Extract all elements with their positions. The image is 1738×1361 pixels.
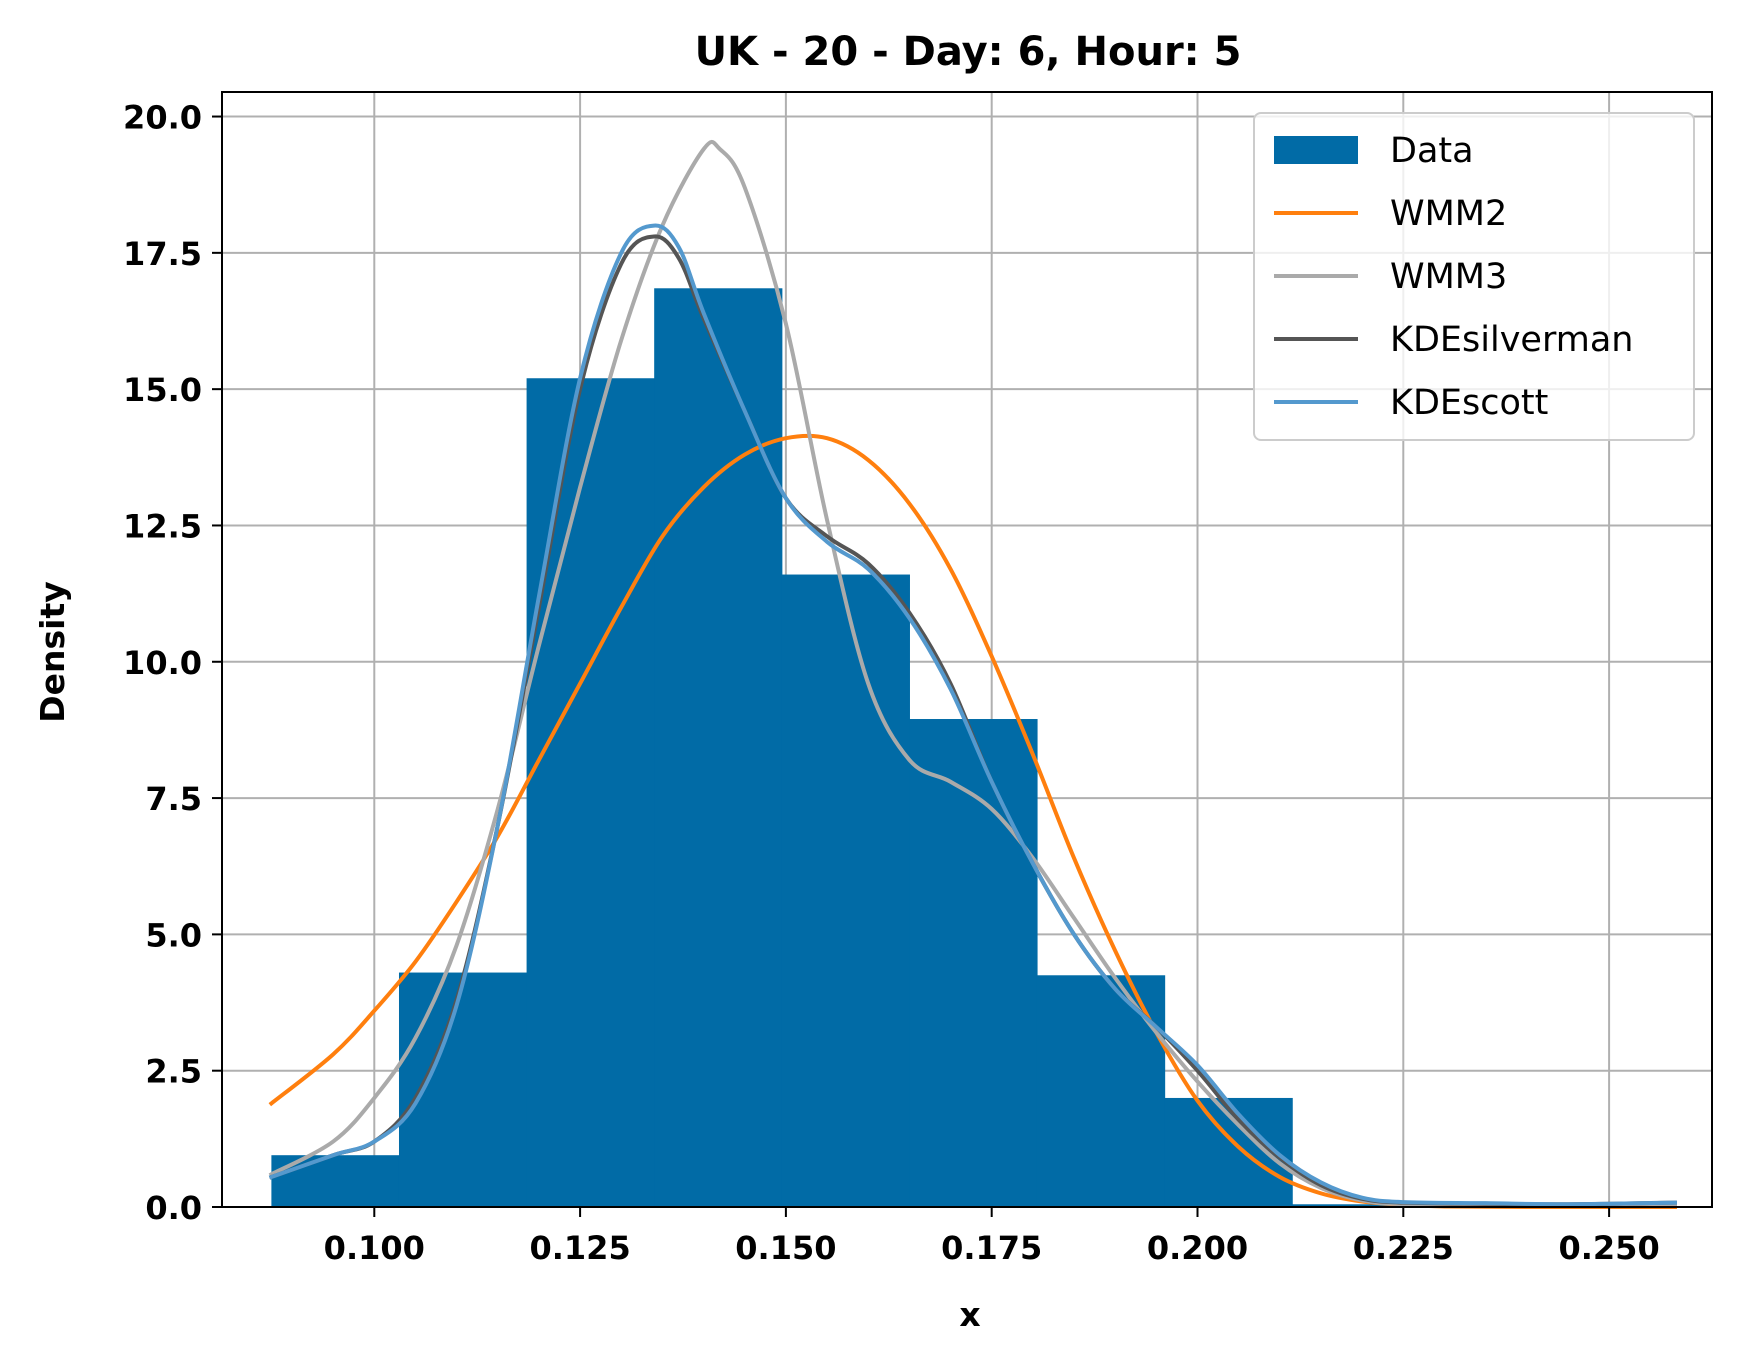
y-tick-label-5: 12.5 [123, 507, 202, 545]
y-tick-label-2: 5.0 [145, 916, 202, 954]
histogram-bar-5 [909, 719, 1038, 1207]
y-tick-label-0: 0.0 [145, 1189, 202, 1227]
y-tick-label-6: 15.0 [123, 371, 202, 409]
y-tick-label-1: 2.5 [145, 1053, 202, 1091]
x-tick-label-3: 0.175 [941, 1229, 1042, 1267]
legend-label-wmm2: WMM2 [1390, 194, 1507, 234]
legend-label-kdescott: KDEscott [1390, 383, 1548, 423]
x-axis-ticks: 0.100 0.125 0.150 0.175 0.200 0.225 0.250 [324, 1207, 1660, 1267]
y-axis-ticks: 0.0 2.5 5.0 7.5 10.0 12.5 15.0 17.5 20.0 [123, 99, 222, 1227]
x-tick-label-6: 0.250 [1558, 1229, 1659, 1267]
histogram-bar-4 [781, 574, 910, 1207]
legend-label-wmm3: WMM3 [1390, 257, 1507, 297]
y-axis-label: Density [33, 581, 72, 723]
x-tick-label-5: 0.225 [1353, 1229, 1454, 1267]
series-line-wmm3 [268, 139, 1677, 1209]
y-tick-label-8: 20.0 [123, 99, 202, 137]
y-tick-label-7: 17.5 [123, 235, 202, 273]
x-tick-label-1: 0.125 [529, 1229, 630, 1267]
x-tick-label-2: 0.150 [735, 1229, 836, 1267]
legend-label-data: Data [1390, 131, 1474, 171]
x-tick-label-0: 0.100 [324, 1229, 425, 1267]
legend-box [1253, 112, 1695, 441]
y-tick-label-4: 10.0 [123, 644, 202, 682]
legend-label-kdesilverman: KDEsilverman [1390, 320, 1633, 360]
series-line-kdescott [268, 223, 1677, 1207]
histogram-bars [271, 288, 1676, 1207]
x-tick-label-4: 0.200 [1147, 1229, 1248, 1267]
y-tick-label-3: 7.5 [145, 780, 202, 818]
series-line-wmm2 [268, 433, 1677, 1210]
x-axis-label: x [959, 1295, 980, 1334]
chart-title: UK - 20 - Day: 6, Hour: 5 [695, 29, 1242, 75]
histogram-bar-3 [654, 288, 783, 1207]
histogram-bar-2 [526, 378, 655, 1207]
legend: Data WMM2 WMM3 KDEsilverman KDEscott [1253, 112, 1695, 441]
plot-frame [221, 91, 1713, 1208]
legend-swatch-data [1274, 136, 1358, 164]
density-curves [268, 139, 1677, 1210]
